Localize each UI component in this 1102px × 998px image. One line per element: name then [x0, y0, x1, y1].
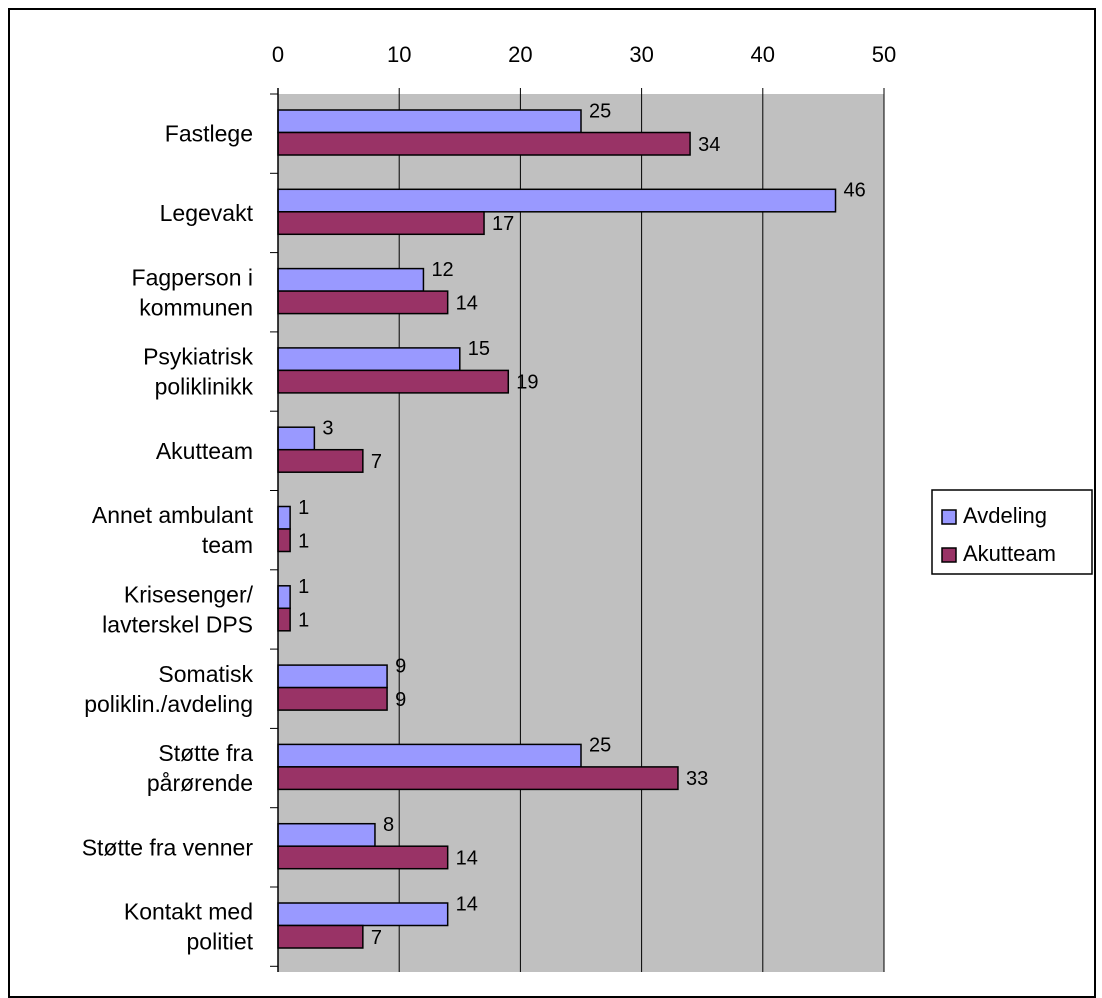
legend-swatch-avdeling — [941, 509, 957, 525]
category-label: lavterskel DPS — [102, 611, 253, 637]
data-label: 7 — [371, 451, 382, 473]
category-label: Fastlege — [165, 121, 253, 147]
x-tick-label: 20 — [508, 42, 532, 67]
category-label: Annet ambulant — [92, 502, 254, 528]
data-label: 14 — [456, 847, 478, 869]
bar-akutteam — [277, 686, 388, 711]
bar-akutteam — [277, 607, 291, 632]
x-tick-label: 10 — [387, 42, 411, 67]
bar-avdeling — [277, 902, 449, 927]
category-label: Kontakt med — [124, 899, 253, 925]
bar-avdeling — [277, 505, 291, 530]
data-label: 9 — [395, 689, 406, 711]
bar-akutteam — [277, 131, 691, 156]
data-label: 1 — [298, 530, 309, 552]
x-tick-label: 30 — [629, 42, 653, 67]
data-label: 46 — [844, 180, 866, 202]
data-label: 1 — [298, 497, 309, 519]
bar-akutteam — [277, 211, 485, 236]
data-label: 19 — [516, 372, 538, 394]
category-label: team — [202, 532, 253, 558]
data-label: 8 — [383, 814, 394, 836]
x-tick-label: 50 — [872, 42, 896, 67]
bar-avdeling — [277, 585, 291, 610]
category-label: Fagperson i — [132, 264, 253, 290]
data-label: 12 — [431, 259, 453, 281]
bar-avdeling — [277, 109, 582, 134]
data-label: 17 — [492, 213, 514, 235]
category-label: Legevakt — [160, 200, 254, 226]
data-label: 1 — [298, 610, 309, 632]
legend-box — [931, 489, 1093, 575]
bar-avdeling — [277, 426, 316, 451]
bar-avdeling — [277, 347, 461, 372]
bar-avdeling — [277, 188, 837, 213]
data-label: 34 — [698, 134, 720, 156]
bar-akutteam — [277, 369, 510, 394]
bar-avdeling — [277, 267, 425, 292]
data-label: 25 — [589, 100, 611, 122]
category-label: Somatisk — [158, 661, 253, 687]
category-label: Krisesenger/ — [124, 581, 254, 607]
legend-label: Akutteam — [963, 541, 1056, 566]
category-label: kommunen — [139, 294, 253, 320]
bar-akutteam — [277, 290, 449, 315]
data-label: 9 — [395, 655, 406, 677]
legend-label: Avdeling — [963, 503, 1047, 528]
category-label: Støtte fra — [158, 740, 253, 766]
bar-akutteam — [277, 448, 364, 473]
bar-avdeling — [277, 743, 582, 768]
category-label: poliklinikk — [155, 374, 254, 400]
x-tick-label: 40 — [751, 42, 775, 67]
bar-akutteam — [277, 845, 449, 870]
data-label: 3 — [322, 417, 333, 439]
category-label: Akutteam — [156, 438, 253, 464]
bar-akutteam — [277, 924, 364, 949]
bar-avdeling — [277, 664, 388, 689]
data-label: 14 — [456, 893, 478, 915]
category-label: Psykiatrisk — [143, 344, 253, 370]
data-label: 1 — [298, 576, 309, 598]
plot-area — [278, 94, 884, 972]
data-label: 33 — [686, 768, 708, 790]
x-tick-label: 0 — [272, 42, 284, 67]
category-label: politiet — [187, 929, 254, 955]
legend-swatch-akutteam — [941, 547, 957, 563]
category-label: Støtte fra venner — [82, 834, 254, 860]
data-label: 25 — [589, 735, 611, 757]
data-label: 7 — [371, 927, 382, 949]
data-label: 14 — [456, 292, 478, 314]
bar-akutteam — [277, 766, 679, 791]
data-label: 15 — [468, 338, 490, 360]
category-label: poliklin./avdeling — [84, 691, 253, 717]
bar-avdeling — [277, 822, 376, 847]
category-label: pårørende — [147, 770, 253, 796]
bar-akutteam — [277, 528, 291, 553]
